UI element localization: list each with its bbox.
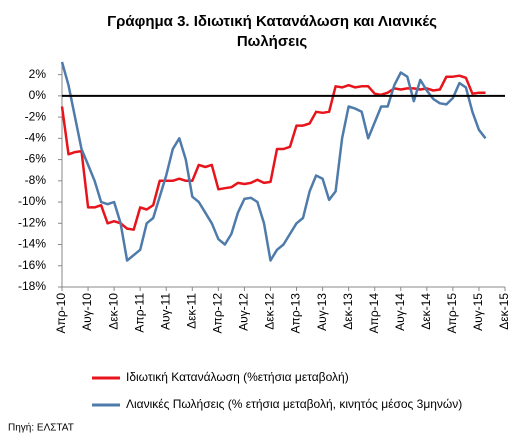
series-line bbox=[60, 61, 487, 262]
x-tick-label: Αυγ-11 bbox=[158, 293, 172, 330]
x-tick-label: Απρ-12 bbox=[211, 293, 225, 334]
x-tick-label: Απρ-10 bbox=[54, 293, 68, 334]
x-tick-label: Δεκ-11 bbox=[184, 293, 198, 329]
legend-label: Ιδιωτική Κατανάλωση (%ετήσια μεταβολή) bbox=[126, 370, 349, 384]
y-tick-label: -14% bbox=[18, 237, 46, 251]
x-tick-label: Δεκ-14 bbox=[419, 293, 433, 330]
source: Πηγή: ΕΛΣΤΑΤ bbox=[8, 422, 74, 434]
x-tick-label: Αυγ-14 bbox=[393, 293, 407, 331]
chart-title: Γράφημα 3. Ιδιωτική Κατανάλωση και Λιανι… bbox=[107, 13, 437, 30]
x-tick-label: Αυγ-15 bbox=[471, 293, 485, 331]
y-tick-label: -6% bbox=[25, 152, 47, 166]
x-tick-label: Δεκ-10 bbox=[106, 293, 120, 330]
x-tick-label: Δεκ-12 bbox=[263, 293, 277, 330]
series-line bbox=[60, 74, 486, 231]
x-tick-label: Απρ-15 bbox=[445, 293, 459, 334]
x-tick-label: Δεκ-13 bbox=[341, 293, 355, 330]
y-tick-label: -2% bbox=[25, 109, 47, 123]
x-tick-label: Απρ-11 bbox=[132, 293, 146, 333]
legend-label: Λιανικές Πωλήσεις (% ετήσια μεταβολή, κι… bbox=[126, 397, 462, 411]
x-tick-label: Αυγ-10 bbox=[80, 293, 94, 331]
y-tick-label: -12% bbox=[18, 215, 46, 229]
y-tick-label: -8% bbox=[25, 173, 47, 187]
x-tick-label: Δεκ-15 bbox=[497, 293, 511, 330]
chart-title: Πωλήσεις bbox=[237, 33, 308, 50]
y-tick-label: -16% bbox=[18, 258, 46, 272]
y-tick-label: -18% bbox=[18, 279, 46, 293]
x-tick-label: Απρ-14 bbox=[367, 293, 381, 334]
x-tick-label: Αυγ-13 bbox=[315, 293, 329, 331]
x-tick-label: Απρ-13 bbox=[289, 293, 303, 334]
x-tick-label: Αυγ-12 bbox=[237, 293, 251, 331]
y-tick-label: -10% bbox=[18, 194, 46, 208]
y-tick-label: -4% bbox=[25, 131, 47, 145]
y-tick-label: 0% bbox=[29, 88, 47, 102]
y-tick-label: 2% bbox=[29, 67, 47, 81]
